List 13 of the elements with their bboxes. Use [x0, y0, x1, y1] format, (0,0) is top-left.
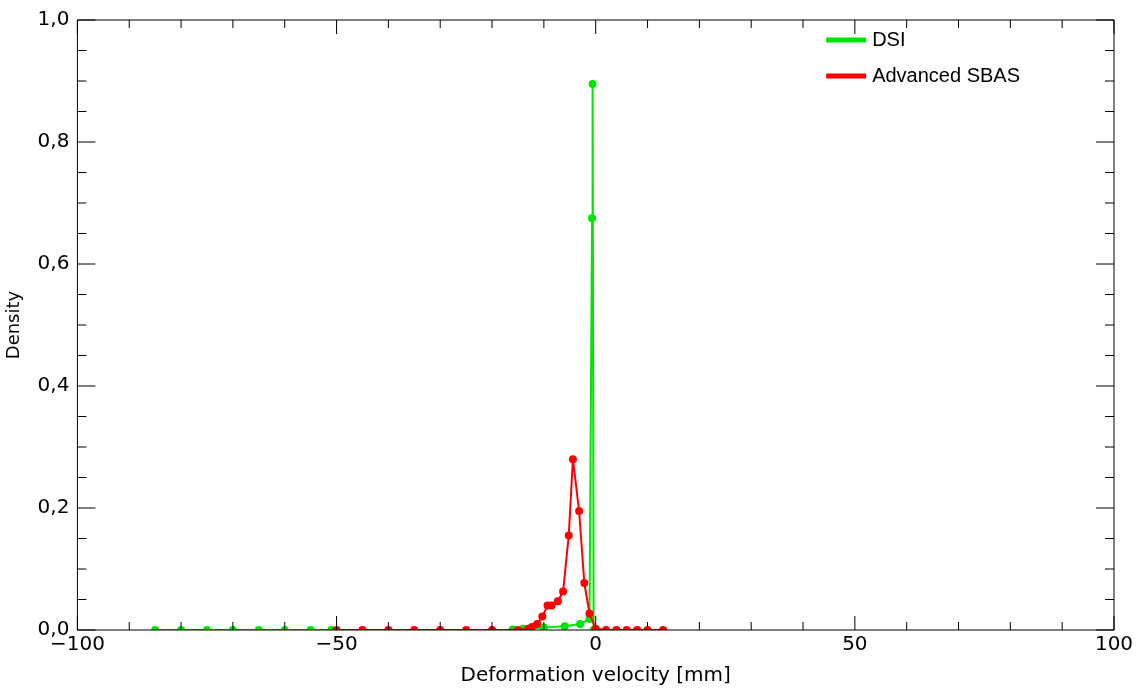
y-tick-label: 0,2 — [37, 494, 70, 519]
y-tick-label: 0,4 — [37, 372, 70, 397]
x-tick-label: 100 — [1094, 631, 1134, 656]
x-tick-label: 50 — [842, 631, 868, 656]
y-tick-label: 0,8 — [37, 128, 70, 153]
y-axis-title: Density — [2, 290, 24, 360]
y-tick-label: 1,0 — [37, 6, 70, 31]
y-tick-label: 0,6 — [37, 250, 70, 275]
x-tick-label: −50 — [315, 631, 358, 656]
x-axis-title: Deformation velocity [mm] — [460, 662, 731, 687]
legend-label: DSI — [872, 27, 906, 50]
legend-label: Advanced SBAS — [872, 63, 1020, 86]
x-tick-label: 0 — [589, 631, 603, 656]
